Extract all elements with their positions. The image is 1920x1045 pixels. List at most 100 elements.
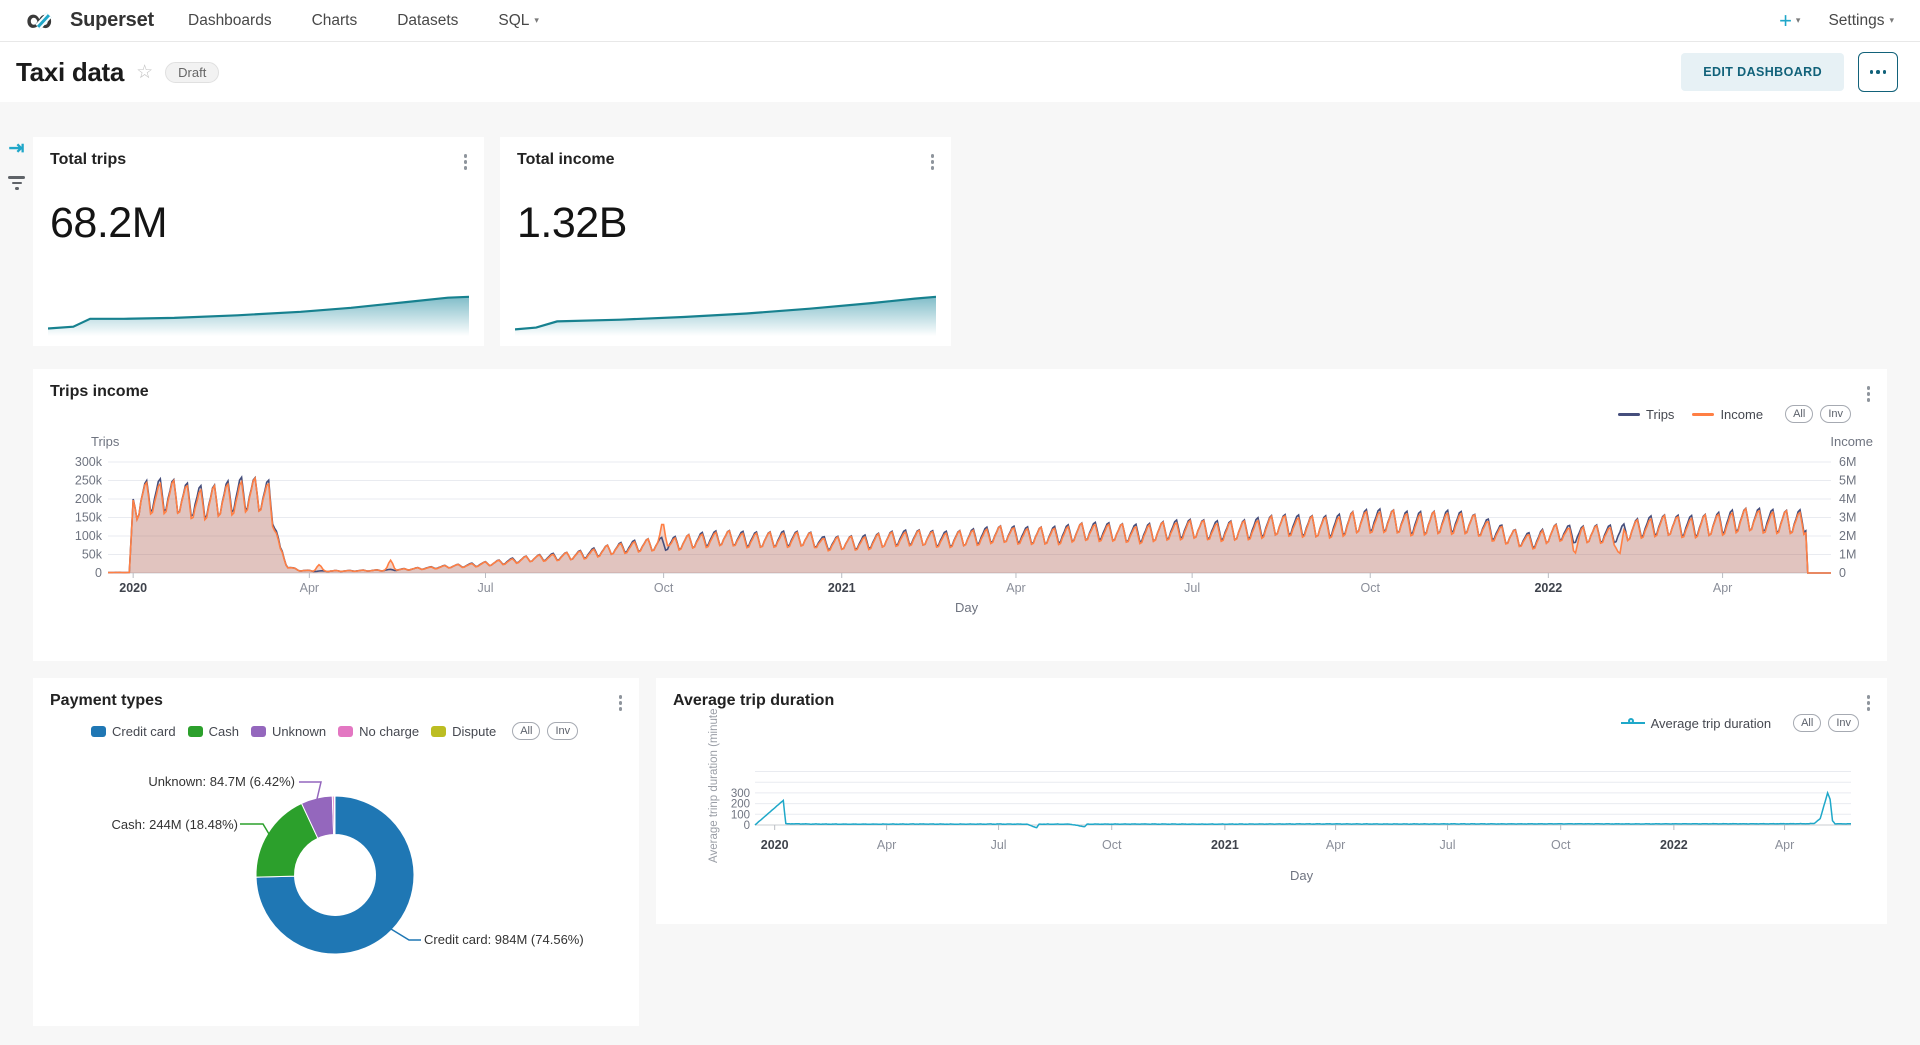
chart-title: Trips income xyxy=(50,383,149,400)
chevron-down-icon: ▾ xyxy=(534,15,539,25)
legend-pill-inv[interactable]: Inv xyxy=(1820,405,1851,423)
legend-pill-all[interactable]: All xyxy=(1793,714,1822,732)
svg-text:150k: 150k xyxy=(75,511,103,525)
svg-text:2021: 2021 xyxy=(1211,838,1239,852)
legend-item-unknown[interactable]: Unknown xyxy=(250,724,326,739)
legend-item-dispute[interactable]: Dispute xyxy=(431,724,496,739)
legend-pill-all[interactable]: All xyxy=(512,722,541,740)
svg-text:Apr: Apr xyxy=(1006,581,1025,595)
legend-line-marker-icon xyxy=(1620,718,1645,728)
chart-title: Total trips xyxy=(50,151,127,168)
superset-logo[interactable]: ∞ Superset xyxy=(26,1,154,38)
svg-text:Oct: Oct xyxy=(1102,838,1122,852)
panel-trips-income: Trips income Trips Income All Inv 300k 6M 250… xyxy=(33,369,1887,661)
legend: Average trip duration All Inv xyxy=(1620,714,1859,732)
chevron-down-icon: ▾ xyxy=(1795,15,1801,25)
ellipsis-icon xyxy=(1869,70,1874,74)
filter-rail: ⇥ xyxy=(8,138,25,190)
chart-menu-kebab-icon[interactable] xyxy=(928,151,938,173)
svg-text:0: 0 xyxy=(95,566,102,580)
nav-item-sql[interactable]: SQL ▾ xyxy=(498,11,539,29)
legend-item-income[interactable]: Income xyxy=(1692,407,1763,422)
favorite-star-icon[interactable]: ☆ xyxy=(136,61,154,83)
svg-text:Oct: Oct xyxy=(1361,581,1381,595)
svg-text:6M: 6M xyxy=(1839,455,1856,469)
svg-text:Apr: Apr xyxy=(1326,838,1345,852)
svg-text:2020: 2020 xyxy=(119,581,147,595)
svg-text:300k: 300k xyxy=(75,455,103,469)
nav-menu: Dashboards Charts Datasets SQL ▾ xyxy=(188,12,539,30)
svg-text:Trips: Trips xyxy=(91,434,120,449)
panel-avg-trip-duration: Average trip duration Average trip durat… xyxy=(656,678,1887,924)
svg-text:100k: 100k xyxy=(75,529,103,543)
svg-text:200: 200 xyxy=(731,799,750,811)
chevron-down-icon: ▾ xyxy=(1889,15,1894,25)
legend-item-trips[interactable]: Trips xyxy=(1618,407,1674,422)
chart-menu-kebab-icon[interactable] xyxy=(1864,692,1874,714)
nav-item-charts[interactable]: Charts xyxy=(311,11,358,29)
legend-item-cash[interactable]: Cash xyxy=(187,724,239,739)
legend-item-no-charge[interactable]: No charge xyxy=(338,724,419,739)
nav-right: + ▾ Settings ▾ xyxy=(1779,7,1894,33)
expand-filter-bar-icon[interactable]: ⇥ xyxy=(8,138,25,159)
svg-text:2M: 2M xyxy=(1839,529,1856,543)
svg-text:Jul: Jul xyxy=(1184,581,1200,595)
svg-text:Apr: Apr xyxy=(1713,581,1732,595)
svg-text:3M: 3M xyxy=(1839,511,1856,525)
top-navbar: ∞ Superset Dashboards Charts Datasets SQ… xyxy=(0,0,1920,42)
chart-menu-kebab-icon[interactable] xyxy=(461,151,471,173)
trendline-sparkline xyxy=(48,295,469,336)
svg-text:2022: 2022 xyxy=(1534,581,1562,595)
legend-pill-inv[interactable]: Inv xyxy=(547,722,579,740)
chart-title: Payment types xyxy=(50,692,163,709)
trendline-sparkline xyxy=(515,295,936,336)
card-total-income: Total income 1.32B xyxy=(500,137,951,346)
big-number-value: 1.32B xyxy=(517,199,627,247)
legend-color-swatch xyxy=(338,725,354,737)
svg-text:5M: 5M xyxy=(1839,474,1856,488)
svg-text:0: 0 xyxy=(1839,566,1846,580)
card-total-trips: Total trips 68.2M xyxy=(33,137,484,346)
svg-text:Oct: Oct xyxy=(654,581,674,595)
page-title: Taxi data xyxy=(16,56,125,87)
new-item-button[interactable]: + ▾ xyxy=(1779,7,1801,33)
svg-text:250k: 250k xyxy=(75,474,103,488)
svg-text:2020: 2020 xyxy=(761,838,789,852)
filter-icon[interactable] xyxy=(8,174,25,190)
payment-types-donut-chart xyxy=(240,781,421,955)
nav-item-dashboards[interactable]: Dashboards xyxy=(188,11,272,29)
legend-pill-all[interactable]: All xyxy=(1785,405,1814,423)
dashboard-grid: ⇥ Total trips 68.2M Total income 1.32B T… xyxy=(0,102,1920,1045)
status-badge: Draft xyxy=(165,61,220,83)
chart-menu-kebab-icon[interactable] xyxy=(1864,383,1874,405)
superset-logo-icon: ∞ xyxy=(26,1,62,38)
x-axis-title: Day xyxy=(1290,868,1314,883)
dashboard-more-button[interactable] xyxy=(1858,52,1898,92)
svg-text:1M: 1M xyxy=(1839,548,1856,562)
nav-item-datasets[interactable]: Datasets xyxy=(397,11,459,29)
chart-title: Total income xyxy=(517,151,615,168)
chart-title: Average trip duration xyxy=(673,692,835,709)
plus-icon: + xyxy=(1779,7,1792,33)
chart-menu-kebab-icon[interactable] xyxy=(616,692,626,714)
svg-text:Jul: Jul xyxy=(991,838,1007,852)
svg-text:Jul: Jul xyxy=(1440,838,1456,852)
svg-text:Income: Income xyxy=(1830,434,1873,449)
legend-color-swatch xyxy=(431,725,447,737)
svg-text:50k: 50k xyxy=(82,548,103,562)
edit-dashboard-button[interactable]: EDIT DASHBOARD xyxy=(1681,53,1844,91)
svg-text:100: 100 xyxy=(731,809,750,821)
dashboard-header: Taxi data ☆ Draft EDIT DASHBOARD xyxy=(0,42,1920,102)
settings-menu[interactable]: Settings ▾ xyxy=(1828,11,1894,29)
svg-text:Apr: Apr xyxy=(877,838,896,852)
svg-text:Apr: Apr xyxy=(300,581,319,595)
legend-item-credit-card[interactable]: Credit card xyxy=(91,724,176,739)
svg-text:Oct: Oct xyxy=(1551,838,1571,852)
legend-pill-inv[interactable]: Inv xyxy=(1828,714,1859,732)
svg-text:300: 300 xyxy=(731,788,750,800)
legend-item-average-trip-duration[interactable]: Average trip duration xyxy=(1620,716,1771,731)
donut-callout-unknown: Unknown: 84.7M (6.42%) xyxy=(148,774,295,789)
brand-name: Superset xyxy=(70,9,154,31)
donut-callout-cash: Cash: 244M (18.48%) xyxy=(111,817,238,832)
